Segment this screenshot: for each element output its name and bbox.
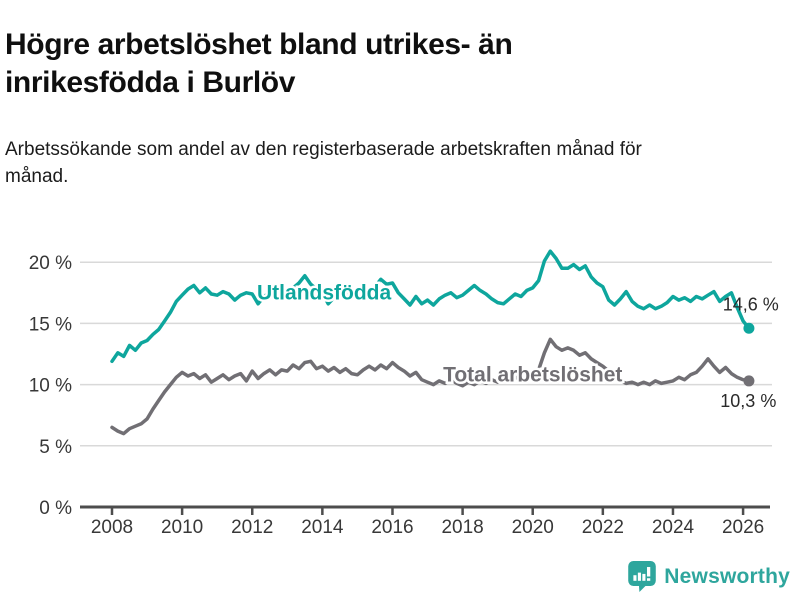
series-label-total-arbetsl-shet: Total arbetslöshet — [443, 364, 622, 387]
y-tick-label-10: 10 % — [29, 376, 72, 397]
y-tick-label-15: 15 % — [29, 314, 72, 335]
x-tick-label-2010: 2010 — [161, 517, 203, 538]
series-label-utlandsf-dda: Utlandsfödda — [257, 282, 391, 305]
series-end-dot-utlandsf-dda — [743, 322, 755, 334]
y-tick-label-5: 5 % — [39, 437, 72, 458]
x-tick-label-2026: 2026 — [722, 517, 764, 538]
brand-name: Newsworthy — [664, 564, 790, 588]
end-value-label-total-arbetsl-shet: 10,3 % — [720, 391, 776, 411]
series-line-total-arbetsl-shet — [110, 337, 751, 436]
x-tick-label-2014: 2014 — [301, 517, 344, 538]
x-tick-label-2022: 2022 — [582, 517, 624, 538]
x-tick-label-2016: 2016 — [371, 517, 413, 538]
y-tick-label-20: 20 % — [29, 253, 72, 274]
newsworthy-logo: Newsworthy — [628, 561, 790, 592]
x-tick-label-2018: 2018 — [441, 517, 483, 538]
x-tick-label-2020: 2020 — [512, 517, 554, 538]
end-value-label-utlandsf-dda: 14,6 % — [723, 295, 779, 315]
chart-subtitle: Arbetssökande som andel av den registerb… — [5, 139, 642, 187]
series-end-dot-total-arbetsl-shet — [743, 375, 755, 387]
series-line-utlandsf-dda — [110, 249, 751, 364]
y-tick-label-0: 0 % — [39, 498, 72, 519]
bar-chart-speech-bubble-icon — [628, 561, 657, 592]
page-title: Högre arbetslöshet bland utrikes- än inr… — [5, 28, 513, 99]
x-tick-label-2008: 2008 — [91, 517, 133, 538]
x-tick-label-2012: 2012 — [231, 517, 273, 538]
x-tick-label-2024: 2024 — [652, 517, 695, 538]
